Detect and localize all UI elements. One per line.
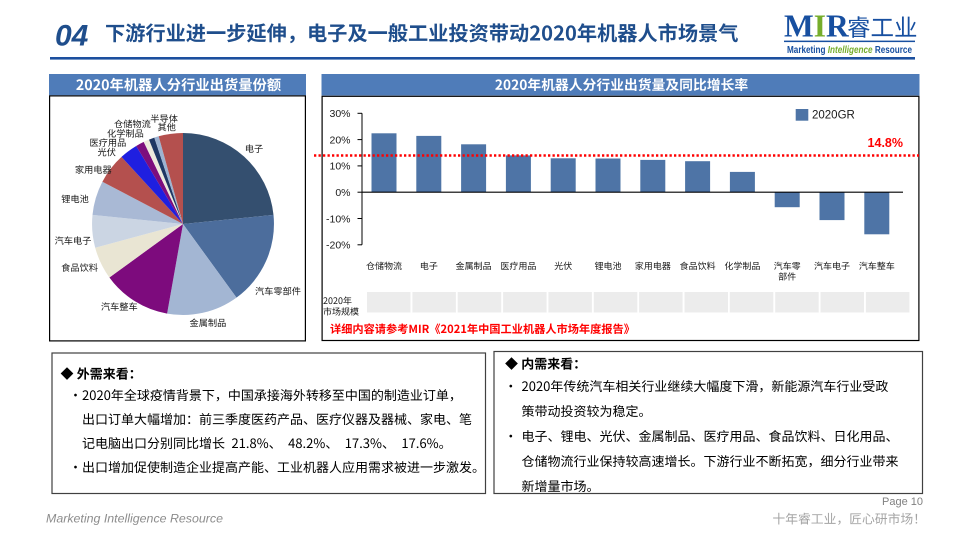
svg-text:Marketing Intelligence Resourc: Marketing Intelligence Resource — [787, 45, 912, 56]
svg-text:20%: 20% — [329, 134, 350, 146]
svg-text:-20%: -20% — [326, 240, 351, 252]
svg-text:14.8%: 14.8% — [868, 136, 903, 150]
svg-text:0%: 0% — [335, 187, 350, 199]
svg-text:MIR: MIR — [784, 9, 850, 44]
svg-text:2020GR: 2020GR — [812, 110, 855, 122]
svg-text:Marketing Intelligence Resourc: Marketing Intelligence Resource — [46, 512, 223, 526]
svg-text:30%: 30% — [329, 108, 350, 120]
svg-text:-10%: -10% — [326, 213, 351, 225]
svg-text:Page 10: Page 10 — [882, 496, 923, 508]
svg-text:04: 04 — [55, 20, 89, 53]
svg-text:10%: 10% — [329, 161, 350, 173]
